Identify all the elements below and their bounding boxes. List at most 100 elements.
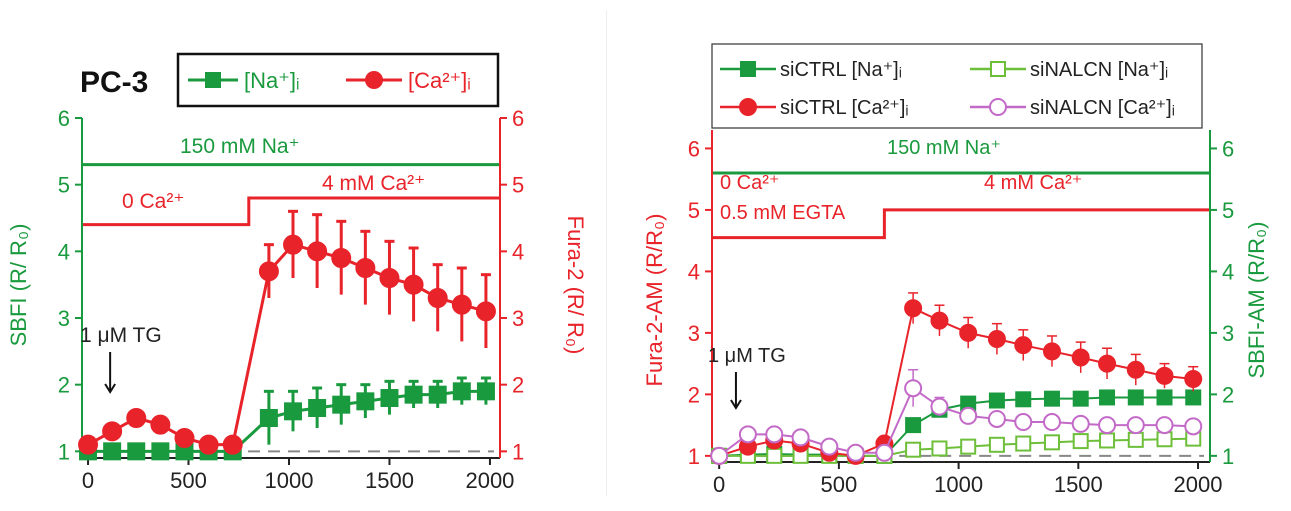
calcium-protocol-bar (82, 196, 500, 227)
data-point (78, 434, 99, 455)
data-point (905, 441, 922, 458)
data-point (904, 379, 923, 398)
calcium-protocol-bar (712, 208, 1210, 240)
data-point (476, 382, 495, 401)
annotation-ca-high: 4 mM Ca²⁺ (322, 172, 425, 195)
chart-panel-a: PC-3 [Na⁺]ᵢ [Ca²⁺]ᵢ 0 500 1000 1500 2000 1 2 3 4… (0, 0, 600, 506)
data-point (987, 409, 1006, 428)
legend-marker-na (205, 72, 221, 88)
annotation-egta: 0.5 mM EGTA (720, 202, 846, 224)
chart-b-svg: siCTRL [Na⁺]ᵢ siNALCN [Na⁺]ᵢ siCTRL [Ca²… (642, 43, 1269, 497)
y-right-tick-label: 4 (512, 239, 524, 264)
y-left-tick-label: 1 (688, 444, 700, 469)
data-point (1099, 432, 1116, 449)
x-tick-label: 2000 (1174, 472, 1223, 497)
data-point (1156, 431, 1173, 448)
data-point (931, 440, 948, 457)
x-tick-label: 1500 (365, 468, 414, 493)
y-right-tick-label: 6 (512, 106, 524, 131)
y-left-tick-label: 3 (688, 321, 700, 346)
x-tick-label: 500 (170, 468, 207, 493)
annotation-ca-low: 0 Ca²⁺ (720, 172, 779, 194)
annotation-ca-low: 0 Ca²⁺ (122, 190, 184, 213)
y-right-tick-label: 3 (512, 306, 524, 331)
y-left-tick-label: 5 (58, 173, 70, 198)
data-point (710, 446, 729, 465)
x-tick-label: 1500 (1054, 472, 1103, 497)
legend-label-sictrl-na: siCTRL [Na⁺]ᵢ (780, 59, 902, 81)
y-left-tick-label: 6 (58, 106, 70, 131)
legend-marker-ca (365, 71, 383, 89)
data-point (102, 421, 123, 442)
data-point (103, 442, 122, 461)
data-point (1043, 390, 1060, 407)
data-point (791, 428, 810, 447)
data-point (258, 261, 279, 282)
data-point (331, 248, 352, 268)
data-point (846, 443, 865, 462)
data-point (1014, 413, 1033, 432)
data-point (452, 382, 471, 401)
x-tick-label: 0 (713, 472, 725, 497)
data-point (905, 417, 922, 434)
data-point (198, 434, 219, 455)
legend-marker-0 (740, 61, 756, 77)
data-point (1043, 434, 1060, 451)
data-point (1098, 354, 1117, 373)
y-axis-label-left: Fura-2-AM (R/R₀) (642, 214, 667, 387)
series-line-1 (719, 437, 1194, 457)
y-axis-label-right: Fura-2 (R/ R₀) (563, 216, 588, 355)
data-point (332, 395, 351, 414)
data-point (875, 443, 894, 462)
annotation-tg: 1 μM TG (708, 345, 786, 367)
data-point (1071, 348, 1090, 367)
data-point (1155, 416, 1174, 435)
data-point (451, 294, 472, 315)
data-point (356, 392, 375, 411)
legend-label-na: [Na⁺]ᵢ (244, 68, 299, 93)
data-point (765, 425, 784, 444)
data-point (380, 389, 399, 407)
chart-panel-b: siCTRL [Na⁺]ᵢ siNALCN [Na⁺]ᵢ siCTRL [Ca²… (612, 0, 1291, 506)
data-point (1015, 435, 1032, 452)
data-point (307, 241, 328, 262)
y-right-tick-label: 1 (512, 439, 524, 464)
data-point (1071, 414, 1090, 433)
data-point (1155, 366, 1174, 385)
data-point (150, 414, 171, 435)
legend-marker-2 (739, 98, 757, 116)
data-point (1015, 391, 1032, 408)
legend-label-ca: [Ca²⁺]ᵢ (408, 68, 471, 93)
y-left-tick-label: 2 (58, 373, 70, 398)
data-point (427, 288, 448, 308)
data-point (1042, 413, 1061, 432)
legend-label-sinalcn-na: siNALCN [Na⁺]ᵢ (1030, 59, 1168, 81)
data-point (379, 268, 400, 288)
y-axis-label-left: SBFI (R/ R₀) (6, 224, 31, 347)
data-point (1042, 342, 1061, 361)
data-point (1126, 416, 1145, 435)
series-line-2 (718, 306, 1194, 457)
y-axis-label-right: SBFI-AM (R/R₀) (1244, 221, 1269, 378)
data-point (1184, 417, 1203, 436)
data-point (404, 385, 423, 404)
data-point (988, 436, 1005, 453)
y-right-tick-label: 5 (512, 173, 524, 198)
data-point (766, 447, 783, 464)
data-point (174, 428, 195, 448)
legend-label-sictrl-ca: siCTRL [Ca²⁺]ᵢ (780, 97, 909, 119)
x-tick-label: 2000 (465, 468, 514, 493)
data-point (308, 399, 327, 417)
data-point (283, 234, 304, 255)
legend-marker-1 (990, 61, 1006, 77)
data-point (930, 311, 949, 330)
data-point (738, 425, 757, 444)
legend-box (176, 52, 500, 108)
data-point (1185, 389, 1202, 406)
legend-box (711, 43, 1203, 129)
data-point (355, 258, 376, 278)
data-point (1126, 360, 1145, 379)
y-right-tick-label: 6 (1222, 136, 1234, 161)
y-right-tick-label: 1 (1222, 444, 1234, 469)
y-left-tick-label: 5 (688, 198, 700, 223)
